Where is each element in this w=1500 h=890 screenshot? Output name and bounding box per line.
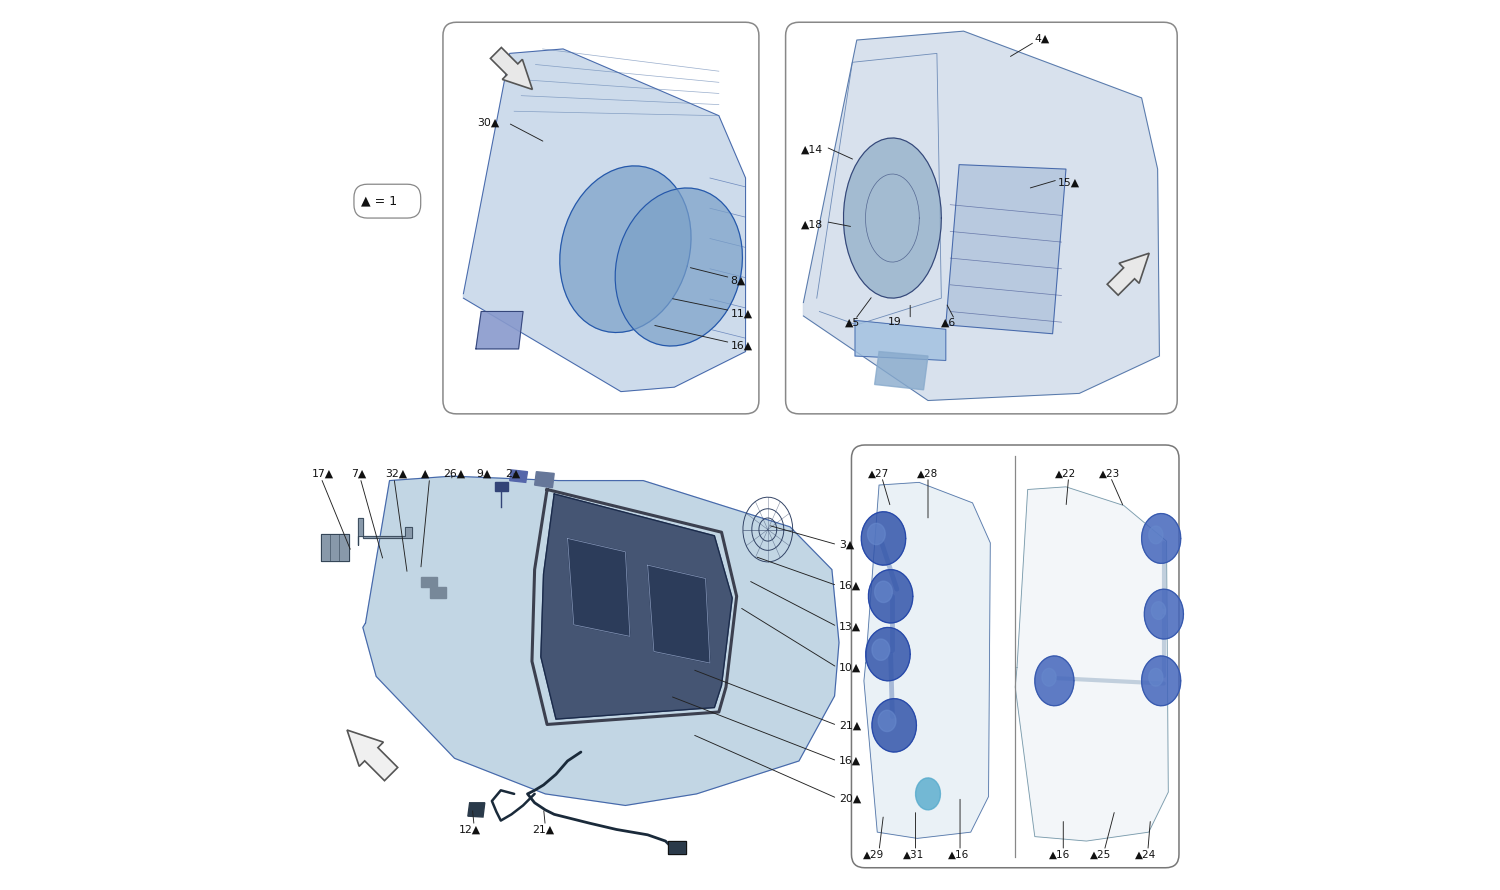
Text: ▲29: ▲29 <box>862 849 885 860</box>
FancyBboxPatch shape <box>442 22 759 414</box>
Polygon shape <box>542 494 732 719</box>
Polygon shape <box>871 639 889 660</box>
Text: ▲27: ▲27 <box>867 468 888 479</box>
Text: 13▲: 13▲ <box>839 621 861 632</box>
Polygon shape <box>560 166 692 333</box>
Text: ▲14: ▲14 <box>801 144 824 155</box>
Text: ▲16: ▲16 <box>1048 849 1071 860</box>
Polygon shape <box>510 470 528 482</box>
Polygon shape <box>864 482 990 838</box>
Text: 32▲: 32▲ <box>386 468 406 479</box>
Polygon shape <box>804 31 1160 400</box>
Text: 9▲: 9▲ <box>476 468 490 479</box>
Polygon shape <box>476 312 524 349</box>
Polygon shape <box>878 710 896 732</box>
Polygon shape <box>1149 526 1162 544</box>
Polygon shape <box>865 627 910 681</box>
Polygon shape <box>363 476 839 805</box>
Polygon shape <box>1149 668 1162 686</box>
FancyBboxPatch shape <box>354 184 420 218</box>
Polygon shape <box>615 188 742 346</box>
Polygon shape <box>855 320 946 360</box>
Text: 21▲: 21▲ <box>532 824 554 835</box>
Polygon shape <box>1142 656 1180 706</box>
Polygon shape <box>915 778 940 810</box>
Polygon shape <box>1042 668 1056 686</box>
Text: 16▲: 16▲ <box>730 340 753 351</box>
FancyArrow shape <box>490 47 532 90</box>
Polygon shape <box>1144 589 1184 639</box>
Text: ▲31: ▲31 <box>903 849 924 860</box>
Text: 15▲: 15▲ <box>1058 177 1080 188</box>
Polygon shape <box>843 138 942 298</box>
FancyBboxPatch shape <box>786 22 1178 414</box>
Polygon shape <box>358 518 413 545</box>
Polygon shape <box>1016 487 1168 841</box>
Polygon shape <box>534 472 554 488</box>
Text: 10▲: 10▲ <box>839 662 861 673</box>
Polygon shape <box>871 699 916 752</box>
Text: 19: 19 <box>888 317 902 328</box>
Polygon shape <box>861 512 906 565</box>
Text: ▲: ▲ <box>420 468 429 479</box>
Text: 16▲: 16▲ <box>839 580 861 591</box>
Text: ▲6: ▲6 <box>942 317 957 328</box>
Text: 12▲: 12▲ <box>459 824 482 835</box>
Polygon shape <box>868 570 913 623</box>
Polygon shape <box>321 534 350 561</box>
Polygon shape <box>668 841 686 854</box>
Text: ▲5: ▲5 <box>844 317 861 328</box>
Text: 17▲: 17▲ <box>312 468 334 479</box>
Text: 2▲: 2▲ <box>506 468 520 479</box>
Text: ▲16: ▲16 <box>948 849 969 860</box>
Text: 4▲: 4▲ <box>1035 33 1050 44</box>
Text: 3▲: 3▲ <box>839 539 855 550</box>
Polygon shape <box>648 565 710 663</box>
Text: 21▲: 21▲ <box>839 720 861 731</box>
Polygon shape <box>495 482 508 491</box>
Text: ▲25: ▲25 <box>1090 849 1112 860</box>
Text: 20▲: 20▲ <box>839 793 861 804</box>
Text: ▲18: ▲18 <box>801 219 824 230</box>
Text: ▲22: ▲22 <box>1056 468 1077 479</box>
Text: 7▲: 7▲ <box>351 468 366 479</box>
Polygon shape <box>429 587 445 598</box>
Polygon shape <box>464 49 746 392</box>
FancyArrow shape <box>1107 253 1149 295</box>
Polygon shape <box>874 581 892 603</box>
Polygon shape <box>1035 656 1074 706</box>
Polygon shape <box>867 523 885 545</box>
Polygon shape <box>874 352 928 390</box>
Text: ▲ = 1: ▲ = 1 <box>362 195 398 207</box>
Text: 16▲: 16▲ <box>839 756 861 766</box>
Text: ▲28: ▲28 <box>918 468 939 479</box>
Polygon shape <box>420 577 436 587</box>
Text: 26▲: 26▲ <box>442 468 465 479</box>
FancyBboxPatch shape <box>852 445 1179 868</box>
FancyArrow shape <box>346 730 398 781</box>
Text: 30▲: 30▲ <box>477 117 500 128</box>
Polygon shape <box>1152 602 1166 619</box>
Polygon shape <box>946 165 1066 334</box>
Text: 8▲: 8▲ <box>730 275 746 286</box>
Text: ▲24: ▲24 <box>1134 849 1155 860</box>
Polygon shape <box>1142 514 1180 563</box>
Text: ▲23: ▲23 <box>1100 468 1120 479</box>
Polygon shape <box>567 538 630 636</box>
Polygon shape <box>468 803 484 817</box>
Text: 11▲: 11▲ <box>730 308 753 319</box>
